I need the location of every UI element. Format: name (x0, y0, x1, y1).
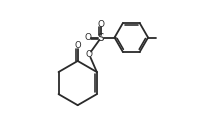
Text: O: O (98, 20, 105, 29)
Text: O: O (86, 50, 93, 59)
Text: O: O (74, 41, 81, 51)
Text: O: O (84, 33, 91, 42)
Text: S: S (98, 33, 104, 42)
